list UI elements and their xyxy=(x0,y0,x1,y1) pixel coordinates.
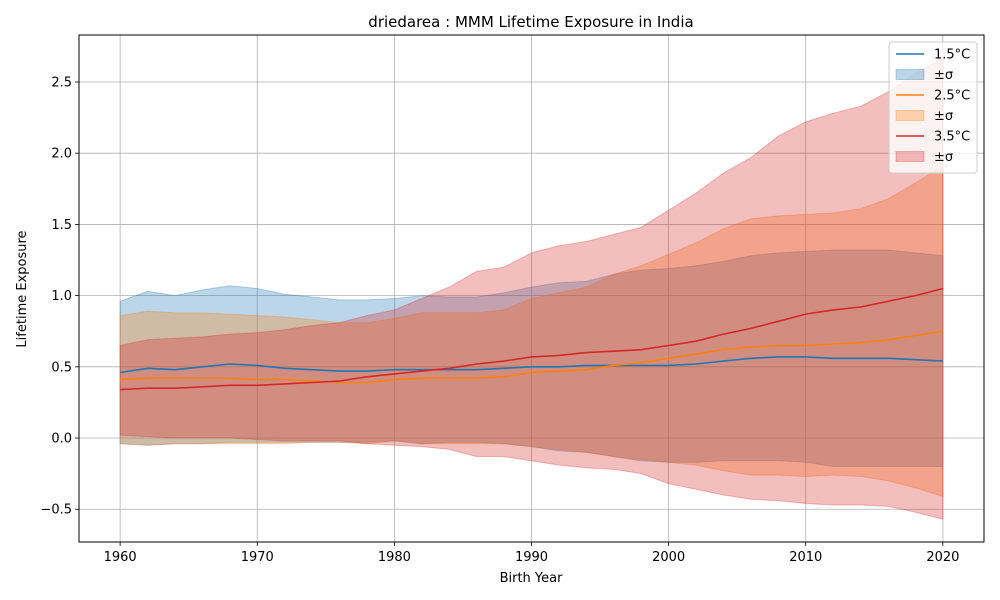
x-tick-label: 2000 xyxy=(652,550,685,565)
series-line-2 xyxy=(120,330,944,384)
y-tick-label: 1.5 xyxy=(51,218,72,233)
legend-band-swatch xyxy=(895,110,925,121)
sigma-band-3 xyxy=(119,56,944,520)
legend-box xyxy=(888,41,978,174)
y-axis-label: Lifetime Exposure xyxy=(15,230,30,347)
sigma-band-1 xyxy=(119,249,944,467)
legend-band-swatch xyxy=(895,69,925,80)
y-tick-label: 2.0 xyxy=(51,147,72,162)
x-tick-label: 1960 xyxy=(104,550,137,565)
legend-label: 3.5°C xyxy=(934,130,970,145)
x-axis-ticks: 1960 1970 1980 1990 2000 2010 2020 xyxy=(104,542,959,565)
sigma-bands xyxy=(119,56,944,520)
x-tick-label: 1990 xyxy=(515,550,548,565)
legend-label: 2.5°C xyxy=(934,89,970,104)
y-tick-label: 0.5 xyxy=(51,360,72,375)
chart-title: driedarea : MMM Lifetime Exposure in Ind… xyxy=(368,13,693,31)
legend: 1.5°C ±σ 2.5°C ±σ 3.5°C ±σ xyxy=(888,41,978,174)
sigma-band-2 xyxy=(119,165,944,498)
series-lines xyxy=(119,287,944,391)
legend-band-label: ±σ xyxy=(934,68,953,83)
x-axis-label: Birth Year xyxy=(500,571,564,586)
y-tick-label: 1.0 xyxy=(51,289,72,304)
legend-band-label: ±σ xyxy=(934,150,953,165)
series-line-3 xyxy=(120,287,944,391)
legend-label: 1.5°C xyxy=(934,48,970,63)
y-tick-label: 0.0 xyxy=(51,432,72,447)
y-tick-label: 2.5 xyxy=(51,75,72,90)
x-tick-label: 2020 xyxy=(926,550,959,565)
x-tick-label: 1980 xyxy=(378,550,411,565)
x-tick-label: 2010 xyxy=(789,550,822,565)
legend-band-label: ±σ xyxy=(934,109,953,124)
series-line-1 xyxy=(119,356,943,374)
x-tick-label: 1970 xyxy=(241,550,274,565)
legend-band-swatch xyxy=(895,151,925,162)
y-tick-label: −0.5 xyxy=(40,503,72,518)
y-axis-ticks: −0.5 0.0 0.5 1.0 1.5 2.0 2.5 xyxy=(40,75,79,518)
